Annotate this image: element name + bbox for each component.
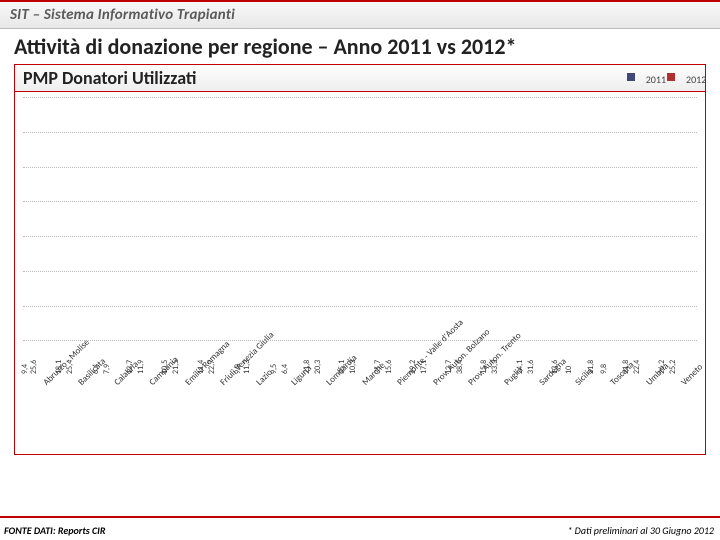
- bar-value-label: 22,7: [206, 360, 216, 374]
- footer-source: FONTE DATI: Reports CIR: [4, 524, 105, 537]
- bar-value-label: 22,4: [632, 360, 642, 374]
- chart-panel: PMP Donatori Utilizzati 2011 2012 9,425,…: [14, 64, 706, 455]
- gridline: [23, 236, 697, 237]
- bar-value-label: 6,4: [279, 364, 289, 374]
- bar-value-label: 25,6: [29, 360, 39, 374]
- plot-region: 9,425,6Abruzzo - Molise18,125,4Basilicat…: [23, 98, 697, 376]
- gridline: [23, 201, 697, 202]
- legend-swatch-2011: [627, 73, 635, 81]
- bar-value-label: 21,8: [302, 360, 312, 374]
- bar-value-label: 35,7: [373, 360, 383, 374]
- bar-value-label: 20,3: [313, 360, 323, 374]
- x-axis-label: Veneto: [679, 362, 705, 388]
- gridline: [23, 271, 697, 272]
- bar-value-label: 10: [564, 366, 574, 374]
- bar-value-label: 6,4: [91, 364, 101, 374]
- bar-value-label: 7,9: [102, 364, 112, 374]
- chart-legend: 2011 2012: [619, 69, 697, 82]
- legend-label-2012: 2012: [686, 73, 694, 81]
- bar-value-label: 17,1: [419, 360, 429, 374]
- bar-value-label: 21,8: [621, 360, 631, 374]
- chart-subtitle-bar: PMP Donatori Utilizzati 2011 2012: [15, 65, 705, 92]
- bar-value-label: 15,8: [479, 360, 489, 374]
- x-axis-label: Piemonte - Valle d'Aosta: [395, 317, 466, 388]
- bar-value-label: 29,2: [408, 360, 418, 374]
- bar-value-label: 25,4: [65, 360, 75, 374]
- bar-value-label: 21,5: [171, 360, 181, 374]
- legend-swatch-2012: [667, 73, 675, 81]
- bar-value-label: 11,3: [242, 360, 252, 374]
- bar-value-label: 9,5: [268, 364, 278, 374]
- bar-value-label: 21,8: [586, 360, 596, 374]
- bar-value-label: 11,9: [136, 360, 146, 374]
- legend-label-2011: 2011: [646, 73, 654, 81]
- bar-value-label: 26,2: [657, 360, 667, 374]
- bar-value-label: 13,7: [125, 360, 135, 374]
- bar-value-label: 12,7: [444, 360, 454, 374]
- gridline: [23, 340, 697, 341]
- bar-value-label: 31,6: [526, 360, 536, 374]
- bar-value-label: 33,3: [490, 360, 500, 374]
- page-title: Attività di donazione per regione – Anno…: [0, 29, 720, 62]
- bar-value-label: 35,1: [337, 360, 347, 374]
- system-header: SIT – Sistema Informativo Trapianti: [0, 0, 720, 29]
- footer: FONTE DATI: Reports CIR * Dati prelimina…: [0, 516, 720, 540]
- bar-value-label: 18,1: [54, 360, 64, 374]
- bar-value-label: 38,4: [455, 360, 465, 374]
- gridline: [23, 97, 697, 98]
- footer-note: * Dati preliminari al 30 Giugno 2012: [567, 524, 714, 537]
- bar-value-label: 13,6: [550, 360, 560, 374]
- bar-value-label: 10,5: [160, 360, 170, 374]
- bar-value-label: 10,3: [348, 360, 358, 374]
- chart-subtitle: PMP Donatori Utilizzati: [23, 67, 196, 89]
- gridline: [23, 306, 697, 307]
- bars-container: 9,425,6Abruzzo - Molise18,125,4Basilicat…: [23, 98, 697, 376]
- chart-area: 9,425,6Abruzzo - Molise18,125,4Basilicat…: [15, 92, 705, 454]
- gridline: [23, 132, 697, 133]
- gridline: [23, 167, 697, 168]
- bar-value-label: 9,8: [599, 364, 609, 374]
- bar-value-label: 25,2: [668, 360, 678, 374]
- bar-value-label: 15,6: [384, 360, 394, 374]
- bar-value-label: 24,1: [515, 360, 525, 374]
- bar-value-label: 11,4: [195, 360, 205, 374]
